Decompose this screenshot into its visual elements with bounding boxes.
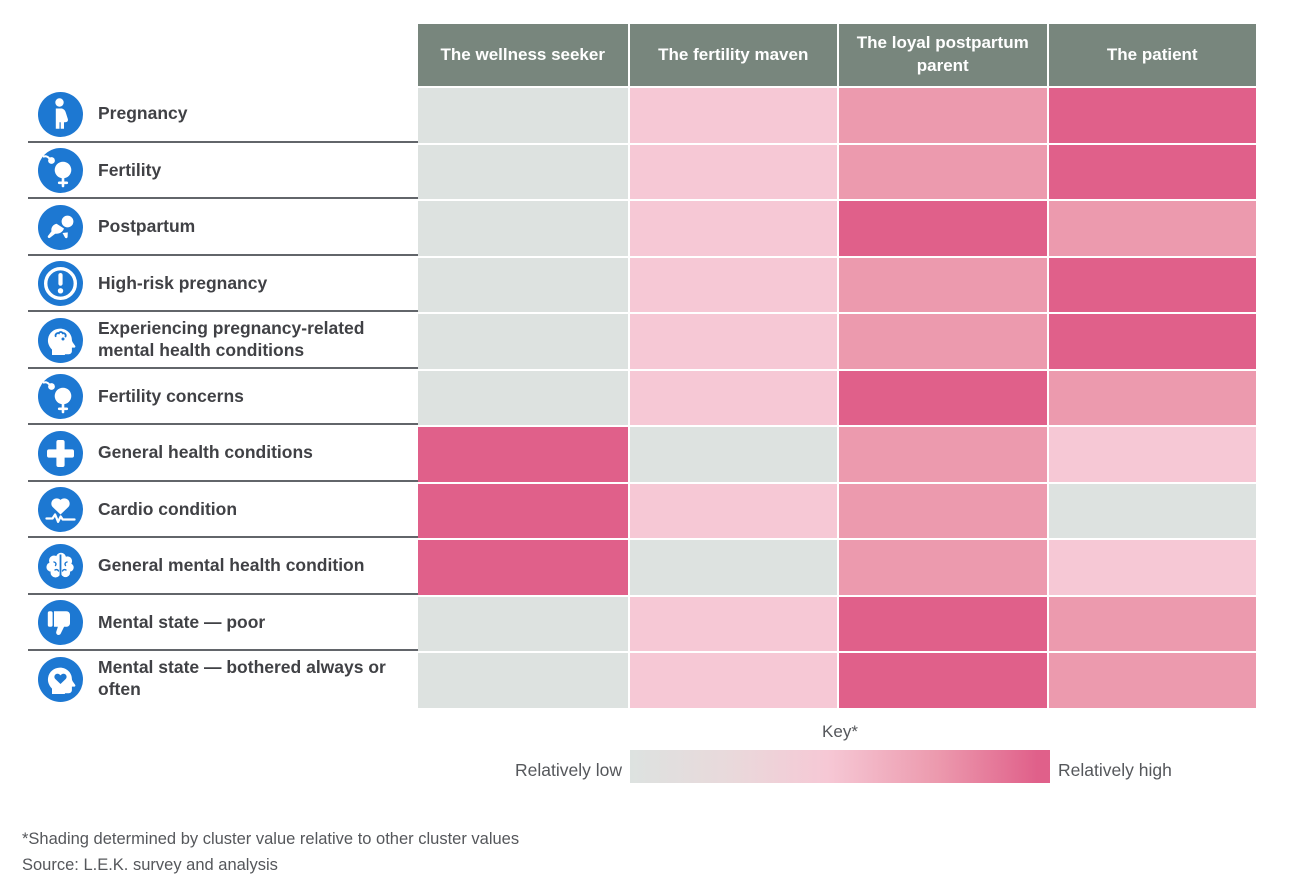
row-label: Mental state — poor bbox=[0, 594, 418, 651]
heatmap-cell bbox=[837, 594, 1047, 651]
heatmap-cell bbox=[837, 199, 1047, 256]
header-spacer bbox=[0, 24, 418, 86]
heatmap-cell bbox=[837, 538, 1047, 595]
heatmap-cell bbox=[1046, 86, 1256, 143]
legend-low-label: Relatively low bbox=[515, 760, 622, 781]
row-label: Fertility concerns bbox=[0, 368, 418, 425]
footnotes: *Shading determined by cluster value rel… bbox=[22, 827, 519, 878]
legend-title: Key* bbox=[822, 722, 858, 741]
heatmap-cell bbox=[837, 142, 1047, 199]
heatmap-cell bbox=[627, 594, 837, 651]
row-label: Fertility bbox=[0, 142, 418, 199]
brain-icon bbox=[38, 543, 83, 589]
heatmap-table: The wellness seeker The fertility maven Th… bbox=[0, 24, 1256, 708]
heatmap-cell bbox=[627, 86, 837, 143]
row-label-text: Mental state — bothered always or often bbox=[98, 657, 386, 700]
heatmap-cell bbox=[418, 312, 628, 369]
row-label: High-risk pregnancy bbox=[0, 255, 418, 312]
heatmap-cell bbox=[627, 142, 837, 199]
heatmap-cell bbox=[418, 86, 628, 143]
heatmap-cell bbox=[418, 651, 628, 708]
exclamation-circle-icon bbox=[38, 261, 83, 307]
heatmap-cell bbox=[418, 368, 628, 425]
heatmap-cell bbox=[1046, 425, 1256, 482]
row-label-text: High-risk pregnancy bbox=[98, 272, 268, 293]
fertility-icon bbox=[38, 374, 83, 420]
row-label: Cardio condition bbox=[0, 481, 418, 538]
row-label-text: Pregnancy bbox=[98, 103, 188, 124]
heatmap-cell bbox=[837, 651, 1047, 708]
heatmap-cell bbox=[418, 199, 628, 256]
source-line: Source: L.E.K. survey and analysis bbox=[22, 855, 278, 874]
legend-center: Key* bbox=[630, 722, 1050, 783]
heatmap-cell bbox=[837, 368, 1047, 425]
medical-cross-icon bbox=[38, 430, 83, 476]
heatmap-cell bbox=[627, 481, 837, 538]
heatmap-cell bbox=[418, 142, 628, 199]
row-label-text: General health conditions bbox=[98, 442, 313, 463]
row-label-text: Fertility concerns bbox=[98, 385, 244, 406]
heatmap-cell bbox=[1046, 651, 1256, 708]
row-label: Postpartum bbox=[0, 199, 418, 256]
row-label-text: Mental state — poor bbox=[98, 611, 266, 632]
heart-ecg-icon bbox=[38, 487, 83, 533]
heatmap-cell bbox=[627, 199, 837, 256]
legend: Relatively low Key* Relatively high bbox=[508, 722, 1178, 783]
row-label: Mental state — bothered always or often bbox=[0, 651, 418, 708]
heatmap-cell bbox=[627, 255, 837, 312]
heatmap-cell bbox=[1046, 594, 1256, 651]
heatmap-cell bbox=[418, 538, 628, 595]
heatmap-cell bbox=[627, 312, 837, 369]
heatmap-cell bbox=[837, 255, 1047, 312]
row-label: Experiencing pregnancy-related mental he… bbox=[0, 312, 418, 369]
heatmap-cell bbox=[627, 425, 837, 482]
row-label-text: Cardio condition bbox=[98, 498, 238, 519]
row-label-text: General mental health condition bbox=[98, 555, 365, 576]
heatmap-cell bbox=[1046, 142, 1256, 199]
heatmap-cell bbox=[418, 425, 628, 482]
row-label-text: Experiencing pregnancy-related mental he… bbox=[98, 318, 365, 361]
heatmap-cell bbox=[1046, 199, 1256, 256]
shading-footnote: *Shading determined by cluster value rel… bbox=[22, 830, 520, 848]
legend-gradient-bar bbox=[630, 750, 1050, 783]
head-brain-icon bbox=[38, 317, 83, 363]
fertility-icon bbox=[38, 148, 83, 194]
heatmap-cell bbox=[418, 481, 628, 538]
heatmap-cell bbox=[418, 255, 628, 312]
head-heart-icon bbox=[38, 656, 83, 702]
row-label-text: Fertility bbox=[98, 159, 162, 180]
thumbs-down-icon bbox=[38, 600, 83, 646]
heatmap-cell bbox=[627, 651, 837, 708]
row-label: General health conditions bbox=[0, 425, 418, 482]
column-header: The wellness seeker bbox=[418, 24, 628, 86]
column-header: The loyal postpartum parent bbox=[837, 24, 1047, 86]
heatmap-cell bbox=[837, 312, 1047, 369]
heatmap-cell bbox=[627, 368, 837, 425]
column-header: The fertility maven bbox=[627, 24, 837, 86]
heatmap-cell bbox=[627, 538, 837, 595]
row-label-text: Postpartum bbox=[98, 216, 196, 237]
column-header: The patient bbox=[1046, 24, 1256, 86]
row-label: General mental health condition bbox=[0, 538, 418, 595]
heatmap-cell bbox=[837, 481, 1047, 538]
crawling-baby-icon bbox=[38, 204, 83, 250]
heatmap-cell bbox=[1046, 312, 1256, 369]
heatmap-cell bbox=[837, 86, 1047, 143]
row-label: Pregnancy bbox=[0, 86, 418, 143]
heatmap-cell bbox=[837, 425, 1047, 482]
heatmap-cell bbox=[418, 594, 628, 651]
heatmap-cell bbox=[1046, 481, 1256, 538]
legend-high-label: Relatively high bbox=[1058, 760, 1172, 781]
pregnant-woman-icon bbox=[38, 91, 83, 137]
heatmap-cell bbox=[1046, 255, 1256, 312]
heatmap-cell bbox=[1046, 368, 1256, 425]
heatmap-cell bbox=[1046, 538, 1256, 595]
